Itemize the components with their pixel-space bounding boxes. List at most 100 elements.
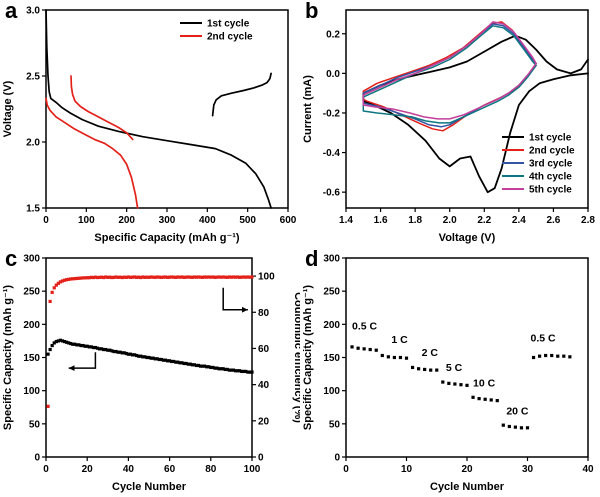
data-point-discharge-capacity bbox=[128, 352, 133, 356]
data-point-discharge-capacity bbox=[81, 343, 85, 348]
chart-c-canvas: 0 20 40 60 80 1000501001502002503000204060801… bbox=[2, 254, 300, 494]
annotation-text: 10 C bbox=[473, 378, 496, 390]
data-point-coulombic-efficiency bbox=[233, 275, 238, 279]
data-point-coulombic-efficiency bbox=[217, 275, 221, 279]
data-point-discharge-capacity bbox=[211, 365, 215, 370]
data-point-discharge-capacity bbox=[67, 341, 71, 345]
annotation-text: 1 C bbox=[391, 334, 408, 346]
data-point-discharge-capacity bbox=[116, 350, 120, 354]
data-point-discharge-capacity bbox=[213, 366, 217, 370]
data-point-coulombic-efficiency bbox=[79, 276, 83, 280]
data-point-discharge-capacity bbox=[246, 370, 250, 374]
data-point-coulombic-efficiency bbox=[194, 275, 198, 279]
series-1st-cycle-charge bbox=[211, 72, 272, 117]
data-point-discharge-capacity bbox=[139, 354, 143, 358]
x-tick-label: 80 bbox=[205, 464, 217, 475]
data-point-discharge-capacity bbox=[79, 343, 83, 348]
y-axis-label: Current (mA) bbox=[302, 75, 314, 143]
data-point-discharge-capacity bbox=[46, 352, 50, 356]
y2-tick-label: 100 bbox=[258, 272, 275, 283]
data-point-coulombic-efficiency bbox=[112, 275, 116, 279]
panel-label-d: d bbox=[305, 246, 319, 271]
data-point-discharge-capacity bbox=[242, 369, 246, 374]
annotation-arrowhead bbox=[242, 306, 248, 313]
data-point-rate-capability bbox=[519, 426, 524, 430]
data-point-discharge-capacity bbox=[112, 349, 116, 354]
x-tick-label: 1.6 bbox=[374, 215, 388, 226]
panel-c: 0 20 40 60 80 100 0 50 100 150 200 250 300 0 20 40 60 80 1… bbox=[0, 246, 300, 497]
y-tick-label: -0.2 bbox=[323, 108, 341, 119]
annotation-text: 0.5 C bbox=[531, 333, 557, 345]
data-point-coulombic-efficiency bbox=[130, 275, 135, 279]
data-point-coulombic-efficiency bbox=[116, 275, 120, 279]
data-point-coulombic-efficiency bbox=[87, 276, 91, 280]
data-point-coulombic-efficiency bbox=[62, 278, 67, 282]
x-axis-label: Voltage (V) bbox=[439, 232, 496, 244]
data-point-rate-capability bbox=[447, 381, 451, 385]
data-point-coulombic-efficiency bbox=[155, 275, 159, 279]
legend-label: 5th cycle bbox=[529, 185, 572, 196]
data-point-discharge-capacity bbox=[231, 368, 236, 372]
x-tick-label: 100 bbox=[244, 464, 261, 475]
data-point-coulombic-efficiency bbox=[207, 275, 211, 279]
data-point-discharge-capacity bbox=[186, 362, 190, 366]
annotation-arrowhead bbox=[68, 365, 75, 371]
data-point-coulombic-efficiency bbox=[184, 275, 188, 279]
y-tick-label: 100 bbox=[323, 386, 340, 397]
data-point-coulombic-efficiency bbox=[149, 275, 153, 279]
x-tick-label: 10 bbox=[401, 464, 413, 475]
data-point-rate-capability bbox=[507, 424, 511, 429]
legend-label: 4th cycle bbox=[529, 172, 572, 183]
data-point-discharge-capacity bbox=[165, 359, 170, 363]
data-point-discharge-capacity bbox=[223, 367, 227, 372]
data-point-coulombic-efficiency bbox=[235, 275, 240, 279]
data-point-coulombic-efficiency bbox=[89, 275, 93, 279]
legend-label: 2nd cycle bbox=[529, 146, 575, 157]
data-point-discharge-capacity bbox=[89, 345, 93, 349]
data-point-coulombic-efficiency bbox=[250, 275, 254, 279]
data-point-discharge-capacity bbox=[170, 359, 174, 364]
y-tick-label: 50 bbox=[329, 419, 341, 430]
data-point-coulombic-efficiency bbox=[48, 299, 52, 304]
data-point-discharge-capacity bbox=[124, 351, 128, 356]
annotation-text: 2 C bbox=[422, 347, 439, 359]
y-tick-label: 250 bbox=[23, 287, 40, 298]
data-point-discharge-capacity bbox=[215, 366, 219, 370]
data-point-coulombic-efficiency bbox=[145, 275, 149, 279]
data-point-coulombic-efficiency bbox=[126, 275, 130, 279]
data-point-coulombic-efficiency bbox=[93, 275, 98, 279]
x-tick-label: 600 bbox=[280, 215, 297, 226]
data-point-discharge-capacity bbox=[238, 369, 242, 373]
data-point-rate-capability bbox=[453, 382, 457, 386]
data-point-discharge-capacity bbox=[91, 345, 95, 350]
data-point-discharge-capacity bbox=[135, 353, 139, 358]
panel-b: 1.4 1.6 1.8 2.0 2.2 2.4 2.6 2.8 -0.6 -0.4 -0.2 0.0 0… bbox=[300, 0, 600, 248]
data-point-coulombic-efficiency bbox=[213, 275, 217, 279]
data-point-rate-capability bbox=[459, 383, 463, 387]
data-point-coulombic-efficiency bbox=[141, 275, 145, 279]
data-point-coulombic-efficiency bbox=[242, 275, 246, 279]
data-point-coulombic-efficiency bbox=[246, 275, 250, 279]
data-point-discharge-capacity bbox=[97, 347, 102, 351]
data-point-coulombic-efficiency bbox=[182, 275, 186, 279]
data-point-discharge-capacity bbox=[122, 351, 126, 355]
data-point-coulombic-efficiency bbox=[50, 290, 54, 294]
data-point-discharge-capacity bbox=[176, 360, 180, 364]
data-point-coulombic-efficiency bbox=[151, 275, 155, 279]
data-point-rate-capability bbox=[477, 397, 481, 401]
y-axis-label: Specific Capacity (mAh g⁻¹) bbox=[2, 285, 14, 431]
y2-tick-label: 80 bbox=[258, 308, 270, 319]
data-point-rate-capability bbox=[556, 354, 560, 358]
data-point-discharge-capacity bbox=[75, 343, 79, 347]
data-point-rate-capability bbox=[398, 355, 403, 360]
data-point-discharge-capacity bbox=[149, 356, 153, 360]
data-point-discharge-capacity bbox=[233, 369, 238, 373]
x-axis-label: Cycle Number bbox=[112, 481, 187, 493]
annotation-text: 0.5 C bbox=[352, 321, 378, 333]
data-point-coulombic-efficiency bbox=[100, 275, 104, 279]
panel-d: 0 10 20 30 40 0 50 100 150 200 250 300 Cycle Number S… bbox=[300, 246, 600, 497]
data-point-rate-capability bbox=[489, 398, 493, 402]
data-point-coulombic-efficiency bbox=[85, 276, 89, 280]
data-point-coulombic-efficiency bbox=[172, 275, 176, 279]
x-tick-label: 20 bbox=[82, 464, 94, 475]
